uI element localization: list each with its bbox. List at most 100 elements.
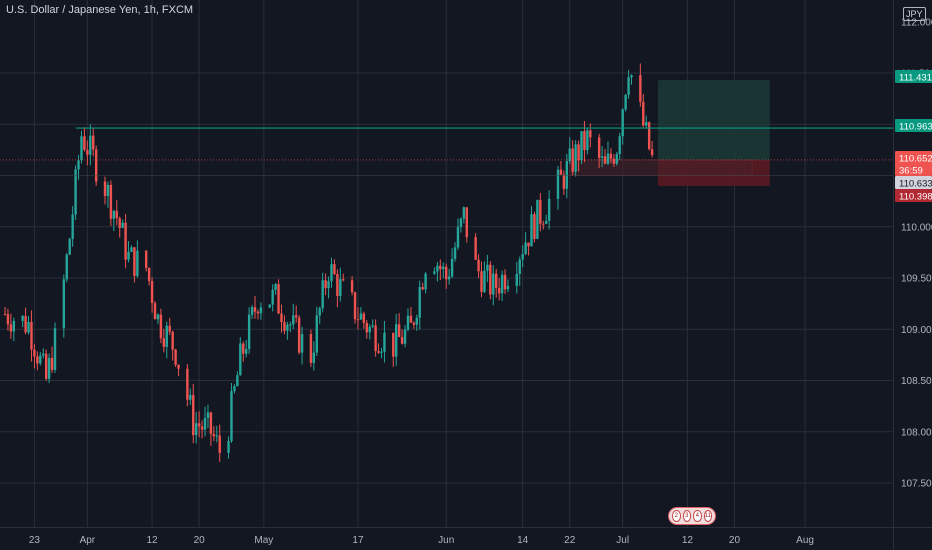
candle-body	[571, 148, 574, 172]
candle-body	[147, 267, 151, 281]
candle-body	[80, 136, 83, 161]
candle-body	[547, 198, 551, 221]
candle-body	[459, 218, 463, 227]
event-flag-icon[interactable]: 4	[693, 510, 702, 522]
candle-body	[174, 349, 177, 365]
candle-body	[456, 226, 460, 248]
candle-body	[192, 394, 195, 436]
time-axis-tick-label: Aug	[796, 535, 814, 546]
candle-body	[136, 250, 139, 276]
candle-body	[445, 266, 448, 280]
candle-body	[212, 433, 216, 437]
time-axis[interactable]: 23 Apr 12 20 May 17 Jun 14 22 Jul 12 20 Aug	[29, 535, 814, 546]
candle-body	[165, 325, 168, 347]
candle-body	[627, 77, 630, 95]
candle-body	[350, 280, 354, 293]
candle-body	[92, 135, 95, 150]
horizontal-lines	[0, 127, 893, 176]
candle-body	[336, 274, 339, 296]
candle-body	[133, 247, 136, 276]
price-tag-countdown: 36:59	[895, 163, 932, 177]
candle-body	[71, 214, 74, 239]
candle-body	[330, 264, 333, 282]
candle-body	[645, 122, 648, 126]
price-tag-stop: 110.398	[895, 189, 932, 203]
candle-body	[497, 287, 501, 294]
event-flag-icon[interactable]: 11	[703, 510, 712, 522]
price-tag-box	[895, 176, 932, 189]
candle-body	[583, 131, 586, 151]
candle-body	[353, 292, 357, 320]
time-axis-tick-label: 12	[682, 535, 694, 546]
candle-body	[277, 284, 280, 314]
candle-body	[500, 274, 504, 294]
candle-body	[47, 357, 51, 379]
candle-body	[121, 222, 124, 228]
candle-body	[68, 238, 71, 255]
candle-body	[600, 156, 604, 158]
currency-badge[interactable]: JPY	[903, 7, 926, 21]
candle-body	[453, 247, 457, 259]
candle-body	[112, 210, 116, 219]
candle-body	[65, 254, 68, 280]
price-axis-tick-label: 109.500	[901, 274, 932, 285]
candle-body	[177, 364, 180, 369]
candle-body	[562, 174, 566, 189]
candle-body	[315, 315, 318, 353]
price-axis-tick-label: 108.000	[901, 427, 932, 438]
candle-body	[333, 264, 336, 275]
candle-body	[324, 280, 327, 289]
candle-body	[286, 324, 289, 331]
candle-body	[609, 153, 613, 159]
candle-body	[203, 418, 207, 430]
candle-body	[33, 349, 36, 357]
candle-body	[24, 315, 27, 333]
candle-body	[647, 122, 651, 150]
candle-body	[621, 109, 624, 137]
candle-body	[359, 313, 363, 320]
candle-body	[44, 353, 48, 379]
price-tag-box	[895, 163, 932, 176]
candle-body	[247, 314, 251, 350]
candle-body	[559, 169, 563, 175]
candle-body	[106, 184, 110, 196]
price-tag-label: 110.398	[899, 192, 932, 203]
price-tag-label: 111.431	[899, 73, 932, 84]
candle-body	[365, 322, 368, 333]
candle-body	[424, 273, 427, 290]
candle-body	[127, 251, 130, 260]
candle-body	[377, 351, 380, 353]
candle-body	[30, 321, 33, 350]
candle-body	[309, 334, 313, 363]
candle-body	[89, 135, 92, 155]
time-axis-tick-label: 22	[564, 535, 576, 546]
candle-body	[42, 353, 45, 356]
candle-body	[300, 334, 304, 353]
candle-body	[395, 324, 398, 357]
candle-body	[503, 274, 507, 290]
economic-events[interactable]: 2 3 4 11	[668, 507, 716, 525]
candle-body	[27, 321, 30, 333]
candle-body	[242, 343, 245, 354]
event-flag-icon[interactable]: 3	[682, 510, 691, 522]
candle-body	[162, 338, 166, 347]
candle-body	[597, 137, 601, 158]
candle-body	[233, 386, 236, 392]
candle-body	[156, 314, 160, 320]
candle-body	[565, 161, 569, 189]
candle-body	[268, 304, 271, 308]
price-tag-label: 36:59	[899, 166, 923, 177]
candle-body	[477, 259, 480, 272]
event-flag-icon[interactable]: 2	[672, 510, 681, 522]
candle-body	[615, 153, 619, 164]
candle-body	[312, 352, 316, 363]
candle-body	[421, 287, 424, 290]
price-axis[interactable]: 111.500111.000110.000109.500109.000108.5…	[901, 17, 932, 489]
price-tag-label: 110.652	[899, 154, 932, 165]
candle-body	[50, 357, 54, 370]
candle-body	[415, 317, 418, 325]
candle-body	[577, 144, 580, 161]
candle-body	[256, 311, 260, 314]
